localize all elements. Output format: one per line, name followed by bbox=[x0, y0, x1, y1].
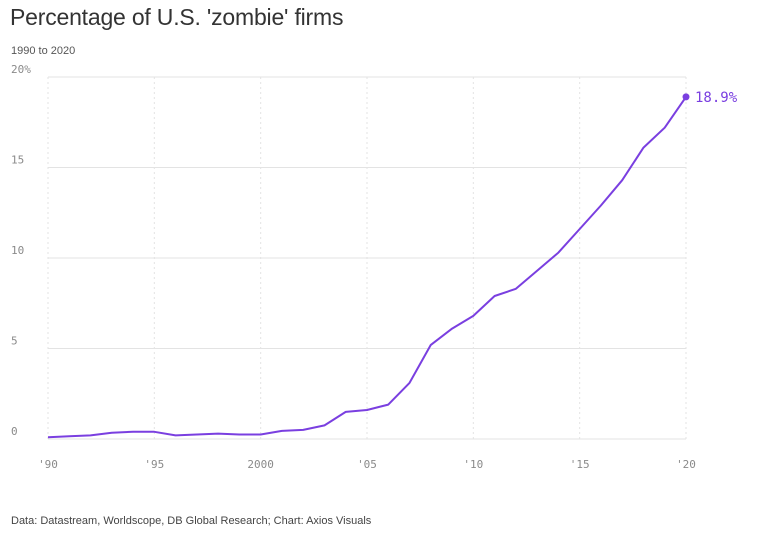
chart-subtitle: 1990 to 2020 bbox=[11, 45, 76, 57]
y-tick-label: 10 bbox=[11, 244, 24, 257]
source-note: Data: Datastream, Worldscope, DB Global … bbox=[11, 515, 372, 527]
x-tick-label: '20 bbox=[676, 458, 696, 471]
y-axis-ticks: 0 5 10 15 20% bbox=[11, 63, 31, 438]
line-chart: 0 5 10 15 20% '90 '95 2000 '05 '10 '15 '20 18.9% bbox=[11, 63, 738, 471]
grid-lines bbox=[47, 76, 687, 440]
x-axis-ticks: '90 '95 2000 '05 '10 '15 '20 bbox=[38, 458, 696, 471]
chart-title: Percentage of U.S. 'zombie' firms bbox=[10, 4, 344, 30]
y-tick-label: 0 bbox=[11, 425, 18, 438]
x-tick-label: '15 bbox=[570, 458, 590, 471]
x-tick-label: 2000 bbox=[247, 458, 274, 471]
end-value-label: 18.9% bbox=[695, 90, 738, 106]
x-tick-label: '10 bbox=[463, 458, 483, 471]
y-tick-label: 5 bbox=[11, 335, 18, 348]
series-line bbox=[47, 96, 687, 439]
y-tick-label: 20% bbox=[11, 63, 31, 76]
series-layer: 18.9% bbox=[47, 90, 738, 439]
x-tick-label: '90 bbox=[38, 458, 58, 471]
y-tick-label: 15 bbox=[11, 154, 24, 167]
x-tick-label: '95 bbox=[144, 458, 164, 471]
end-point-marker bbox=[682, 93, 690, 101]
x-tick-label: '05 bbox=[357, 458, 377, 471]
